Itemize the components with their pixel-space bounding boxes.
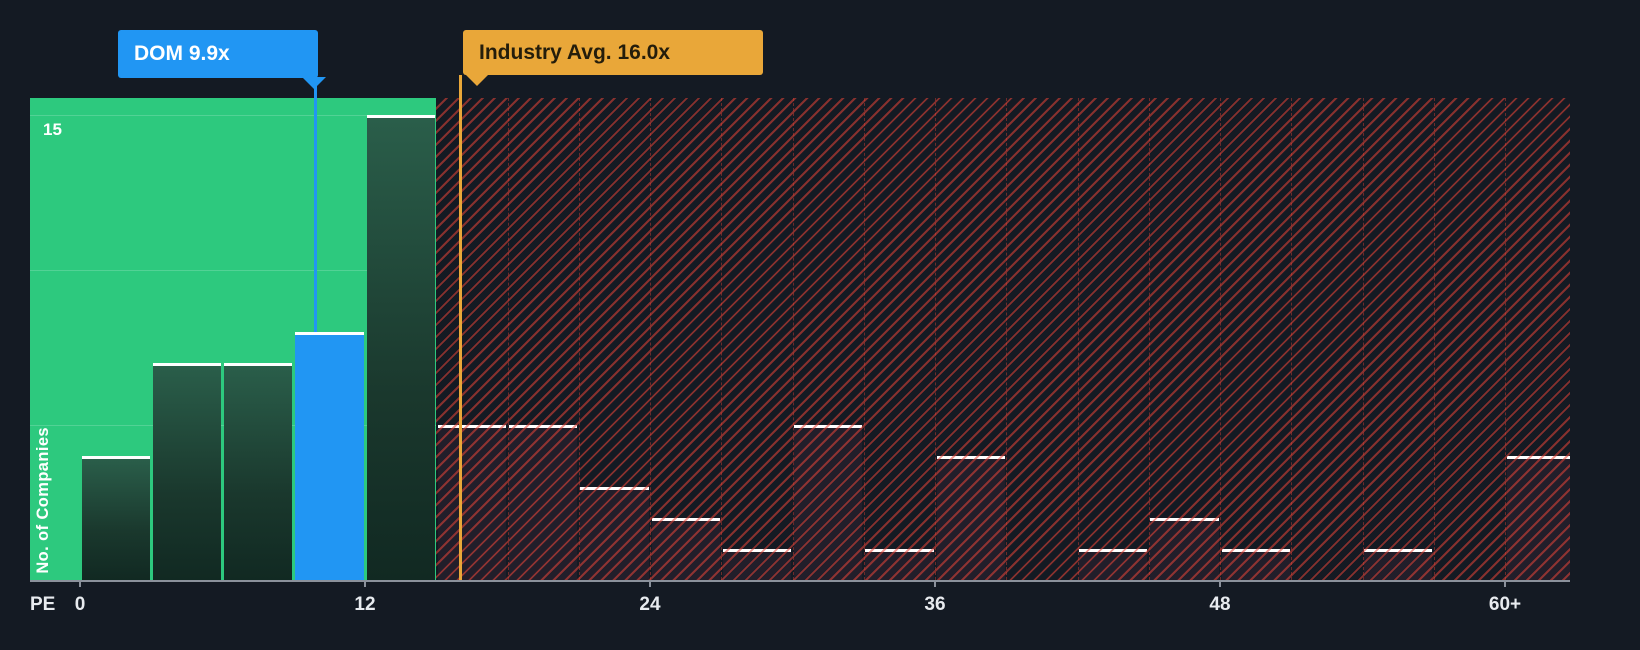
gridline-10 xyxy=(30,270,437,271)
x-tick-label-60+: 60+ xyxy=(1488,594,1522,615)
x-tick-label-0: 0 xyxy=(74,594,86,615)
y-axis-max-label: 15 xyxy=(43,120,62,139)
histogram-bar-pe-0[interactable] xyxy=(81,456,150,580)
histogram-bar-pe-9[interactable] xyxy=(295,332,364,580)
histogram-bar-pe-36[interactable] xyxy=(936,456,1005,580)
company-callout-pointer-icon xyxy=(302,77,326,89)
histogram-bar-pe-24[interactable] xyxy=(651,518,720,580)
histogram-bar-pe-15[interactable] xyxy=(437,425,506,580)
plot-area: 15 No. of Companies xyxy=(30,98,1570,580)
x-tick-mark-60+ xyxy=(1504,582,1506,587)
x-tick-mark-12 xyxy=(364,582,366,587)
histogram-bar-pe-27[interactable] xyxy=(722,549,791,580)
company-callout: DOM 9.9x xyxy=(118,30,326,89)
x-tick-label-48: 48 xyxy=(1209,594,1231,615)
industry-callout-pointer-icon xyxy=(465,74,489,86)
bin-edge-line xyxy=(650,98,651,580)
x-tick-label-24: 24 xyxy=(639,594,661,615)
histogram-bar-pe-54[interactable] xyxy=(1364,549,1433,580)
industry-avg-line xyxy=(458,75,462,580)
bin-edge-line xyxy=(1220,98,1221,580)
x-tick-mark-36 xyxy=(934,582,936,587)
histogram-bar-pe-48[interactable] xyxy=(1221,549,1290,580)
histogram-bar-pe-33[interactable] xyxy=(865,549,934,580)
histogram-bar-pe-6[interactable] xyxy=(224,363,293,580)
x-tick-mark-48 xyxy=(1219,582,1221,587)
company-callout-label: DOM 9.9x xyxy=(134,42,230,65)
histogram-bar-pe-18[interactable] xyxy=(509,425,578,580)
bin-edge-line xyxy=(1291,98,1293,580)
bin-edge-line xyxy=(1148,98,1150,580)
gridline-15 xyxy=(30,115,437,116)
x-axis-line xyxy=(30,580,1570,582)
bin-edge-line xyxy=(721,98,723,580)
x-axis-name: PE xyxy=(30,594,56,615)
bin-edge-line xyxy=(1077,98,1079,580)
company-pe-line xyxy=(313,78,317,332)
histogram-bar-pe-3[interactable] xyxy=(152,363,221,580)
histogram-bar-pe-60[interactable] xyxy=(1506,456,1570,580)
histogram-bar-pe-21[interactable] xyxy=(580,487,649,580)
bin-edge-line xyxy=(1362,98,1364,580)
bin-edge-line xyxy=(1433,98,1435,580)
industry-callout-label: Industry Avg. 16.0x xyxy=(479,40,671,64)
histogram-bar-pe-45[interactable] xyxy=(1150,518,1219,580)
x-tick-mark-0 xyxy=(79,582,81,587)
bin-edge-line xyxy=(1006,98,1008,580)
y-axis-title: No. of Companies xyxy=(34,427,52,574)
histogram-bar-pe-30[interactable] xyxy=(794,425,863,580)
industry-callout: Industry Avg. 16.0x xyxy=(463,30,763,86)
x-tick-mark-24 xyxy=(649,582,651,587)
histogram-bar-pe-42[interactable] xyxy=(1079,549,1148,580)
histogram-bar-pe-12[interactable] xyxy=(366,115,435,580)
bin-edge-line xyxy=(863,98,865,580)
x-tick-label-36: 36 xyxy=(924,594,946,615)
x-tick-label-12: 12 xyxy=(354,594,376,615)
